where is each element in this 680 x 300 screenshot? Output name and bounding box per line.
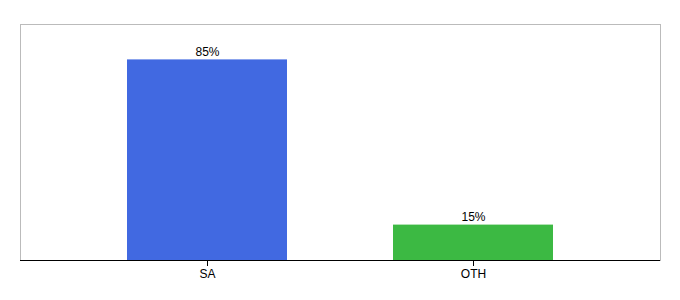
svg-text:15%: 15% <box>461 210 485 224</box>
svg-text:SA: SA <box>199 267 215 281</box>
svg-text:OTH: OTH <box>461 267 486 281</box>
svg-text:85%: 85% <box>195 45 219 59</box>
